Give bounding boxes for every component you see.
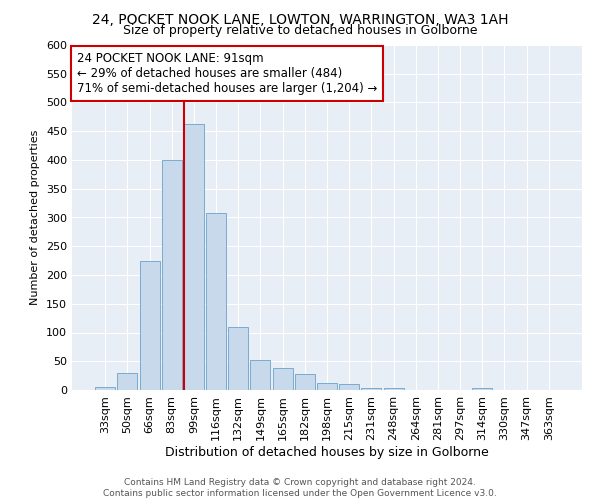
Bar [140, 260, 160, 390]
Bar [206, 213, 226, 390]
Bar [472, 388, 492, 390]
Bar [383, 388, 404, 390]
Text: Size of property relative to detached houses in Golborne: Size of property relative to detached ho… [123, 24, 477, 37]
Text: 24 POCKET NOOK LANE: 91sqm
← 29% of detached houses are smaller (484)
71% of sem: 24 POCKET NOOK LANE: 91sqm ← 29% of deta… [77, 52, 377, 95]
Bar [95, 387, 115, 390]
Bar [295, 374, 315, 390]
Bar [272, 368, 293, 390]
Bar [317, 382, 337, 390]
X-axis label: Distribution of detached houses by size in Golborne: Distribution of detached houses by size … [165, 446, 489, 458]
Bar [228, 327, 248, 390]
Bar [184, 124, 204, 390]
Y-axis label: Number of detached properties: Number of detached properties [31, 130, 40, 305]
Text: Contains HM Land Registry data © Crown copyright and database right 2024.
Contai: Contains HM Land Registry data © Crown c… [103, 478, 497, 498]
Bar [339, 384, 359, 390]
Bar [250, 360, 271, 390]
Text: 24, POCKET NOOK LANE, LOWTON, WARRINGTON, WA3 1AH: 24, POCKET NOOK LANE, LOWTON, WARRINGTON… [92, 12, 508, 26]
Bar [162, 160, 182, 390]
Bar [118, 373, 137, 390]
Bar [361, 388, 382, 390]
